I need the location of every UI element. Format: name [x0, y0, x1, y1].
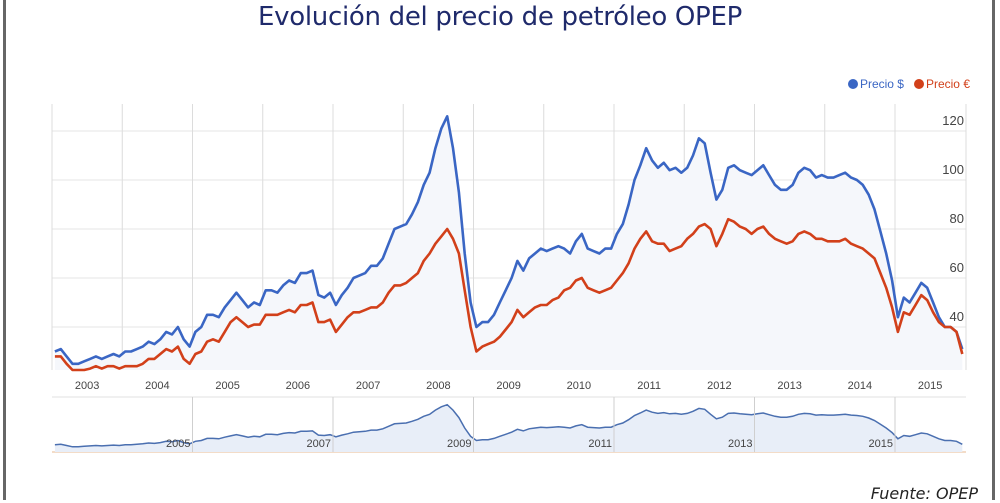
series-area-fill [54, 116, 963, 370]
navigator-tick-label: 2007 [307, 438, 331, 450]
x-tick-label: 2008 [426, 380, 450, 392]
navigator-tick-label: 2015 [869, 438, 893, 450]
navigator-tick-label: 2013 [728, 438, 752, 450]
navigator-tick-label: 2011 [588, 438, 612, 450]
legend-label-usd: Precio $ [859, 77, 904, 91]
y-tick-label: 60 [950, 260, 964, 275]
legend-item-usd[interactable]: Precio $ [847, 77, 904, 91]
legend-item-eur[interactable]: Precio € [913, 77, 970, 91]
legend-dot-usd-icon [847, 79, 858, 89]
frame-left-border [3, 0, 6, 500]
legend-dot-eur-icon [913, 79, 924, 89]
y-tick-label: 120 [942, 113, 964, 128]
legend-label-eur: Precio € [925, 77, 970, 91]
x-tick-label: 2012 [707, 380, 731, 392]
navigator-tick-label: 2009 [447, 438, 471, 450]
navigator-line [54, 403, 963, 448]
chart-title: Evolución del precio de petróleo OPEP [258, 2, 742, 32]
navigator-area [54, 404, 963, 452]
y-tick-label: 80 [950, 211, 964, 226]
x-tick-label: 2015 [918, 380, 942, 392]
x-tick-label: 2003 [75, 380, 99, 392]
x-tick-label: 2011 [637, 380, 661, 392]
x-tick-label: 2007 [356, 380, 380, 392]
y-tick-label: 40 [950, 309, 964, 324]
x-tick-label: 2014 [848, 380, 872, 392]
x-tick-label: 2005 [215, 380, 239, 392]
x-tick-label: 2009 [496, 380, 520, 392]
x-tick-label: 2006 [286, 380, 310, 392]
legend: Precio $ Precio € [847, 77, 970, 91]
x-tick-label: 2013 [777, 380, 801, 392]
series-line-eur [54, 217, 964, 372]
frame-right-border [992, 0, 995, 500]
navigator-tick-label: 2005 [166, 438, 190, 450]
x-tick-label: 2004 [145, 380, 169, 392]
source-note: Fuente: OPEP [870, 484, 978, 503]
y-tick-label: 100 [942, 162, 964, 177]
x-tick-label: 2010 [567, 380, 591, 392]
series-line-usd [54, 115, 964, 366]
